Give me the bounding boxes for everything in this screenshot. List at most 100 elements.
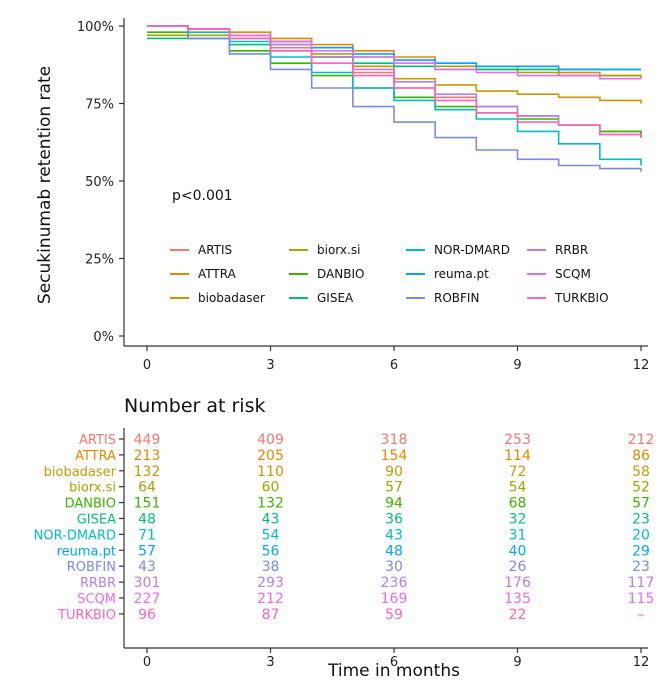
legend-label: TURKBIO [554, 291, 609, 305]
legend-label: ROBFIN [434, 291, 479, 305]
risk-count: 227 [134, 591, 161, 607]
risk-row-label: DANBIO [65, 497, 116, 512]
y-tick-label: 50% [85, 175, 114, 190]
risk-count: 64 [138, 480, 156, 496]
risk-count: 71 [138, 527, 156, 543]
risk-count: 43 [138, 559, 156, 575]
risk-row-label: NOR-DMARD [34, 528, 116, 543]
legend-label: GISEA [317, 291, 354, 305]
legend-label: DANBIO [317, 267, 364, 281]
risk-count: 57 [632, 496, 650, 512]
risk-count: 90 [385, 464, 403, 480]
legend-label: RRBR [555, 243, 588, 257]
risk-count: 59 [385, 607, 403, 623]
risk-count: 54 [262, 527, 280, 543]
risk-count: 43 [262, 512, 280, 528]
x-tick-label: 6 [390, 358, 398, 373]
risk-count: 54 [509, 480, 527, 496]
legend-label: NOR-DMARD [434, 243, 510, 257]
risk-count: 43 [385, 527, 403, 543]
risk-count: 115 [628, 591, 655, 607]
y-tick-label: 75% [85, 98, 114, 113]
legend-label: ARTIS [198, 243, 232, 257]
x-tick-label: 0 [143, 358, 151, 373]
risk-count: – [638, 607, 645, 623]
legend-label: ATTRA [198, 267, 237, 281]
legend: ARTIS ATTRA biobadaser biorx.si DANBIO GISEA N… [170, 243, 609, 305]
risk-x-tick-label: 12 [633, 655, 650, 670]
risk-count: 48 [138, 512, 156, 528]
risk-row-label: TURKBIO [57, 608, 116, 623]
risk-count: 68 [509, 496, 527, 512]
risk-count: 38 [262, 559, 280, 575]
x-axis-title: Time in months [327, 661, 460, 681]
y-tick-label: 25% [85, 253, 114, 268]
risk-count: 213 [134, 448, 161, 464]
risk-count: 135 [504, 591, 531, 607]
y-tick-label: 0% [93, 330, 114, 345]
plot-area: 0% 25% 50% 75% 100% 0 3 6 9 12 [77, 18, 649, 373]
risk-row-label: ATTRA [75, 449, 116, 464]
risk-row-label: RRBR [80, 576, 116, 591]
risk-count: 114 [504, 448, 531, 464]
risk-count: 36 [385, 512, 403, 528]
risk-count: 117 [628, 575, 655, 591]
risk-count: 151 [134, 496, 161, 512]
risk-count: 31 [509, 527, 527, 543]
risk-count: 301 [134, 575, 161, 591]
risk-count: 110 [257, 464, 284, 480]
risk-count: 29 [632, 543, 650, 559]
risk-count: 32 [509, 512, 527, 528]
legend-label: biorx.si [317, 243, 360, 257]
risk-count: 48 [385, 543, 403, 559]
risk-table-title: Number at risk [124, 395, 266, 417]
survival-curves [147, 25, 642, 172]
risk-count: 409 [257, 432, 284, 448]
risk-count: 86 [632, 448, 650, 464]
risk-count: 30 [385, 559, 403, 575]
risk-count: 236 [381, 575, 408, 591]
x-tick-label: 12 [633, 358, 650, 373]
x-tick-label: 3 [266, 358, 274, 373]
risk-count: 132 [257, 496, 284, 512]
x-tick-label: 9 [513, 358, 521, 373]
risk-count: 449 [134, 432, 161, 448]
risk-count: 20 [632, 527, 650, 543]
risk-row-label: biobadaser [44, 465, 117, 480]
legend-label: SCQM [555, 267, 591, 281]
curve-nor-dmard [147, 25, 642, 166]
legend-label: reuma.pt [434, 267, 489, 281]
risk-count: 23 [632, 559, 650, 575]
risk-count: 56 [262, 543, 280, 559]
risk-count: 132 [134, 464, 161, 480]
risk-x-tick-label: 9 [513, 655, 521, 670]
risk-count: 60 [262, 480, 280, 496]
risk-row-label: GISEA [77, 513, 116, 528]
risk-count: 22 [509, 607, 527, 623]
y-tick-label: 100% [77, 20, 114, 35]
risk-row-label: ARTIS [79, 433, 116, 448]
curve-robfin [147, 25, 642, 172]
p-value-annotation: p<0.001 [172, 188, 233, 204]
risk-count: 212 [257, 591, 284, 607]
risk-count: 52 [632, 480, 650, 496]
risk-count: 253 [504, 432, 531, 448]
risk-count: 40 [509, 543, 527, 559]
risk-row-label: SCQM [77, 592, 116, 607]
risk-count: 57 [385, 480, 403, 496]
risk-x-tick-label: 6 [390, 655, 398, 670]
risk-x-tick-label: 0 [143, 655, 151, 670]
risk-count: 23 [632, 512, 650, 528]
risk-row-label: ROBFIN [67, 560, 116, 575]
risk-count: 72 [509, 464, 527, 480]
risk-count: 58 [632, 464, 650, 480]
curve-turkbio [147, 25, 642, 138]
risk-count: 205 [257, 448, 284, 464]
risk-count: 87 [262, 607, 280, 623]
risk-row-label: biorx.si [69, 481, 116, 496]
risk-count: 318 [381, 432, 408, 448]
risk-count: 154 [381, 448, 408, 464]
risk-count: 94 [385, 496, 403, 512]
